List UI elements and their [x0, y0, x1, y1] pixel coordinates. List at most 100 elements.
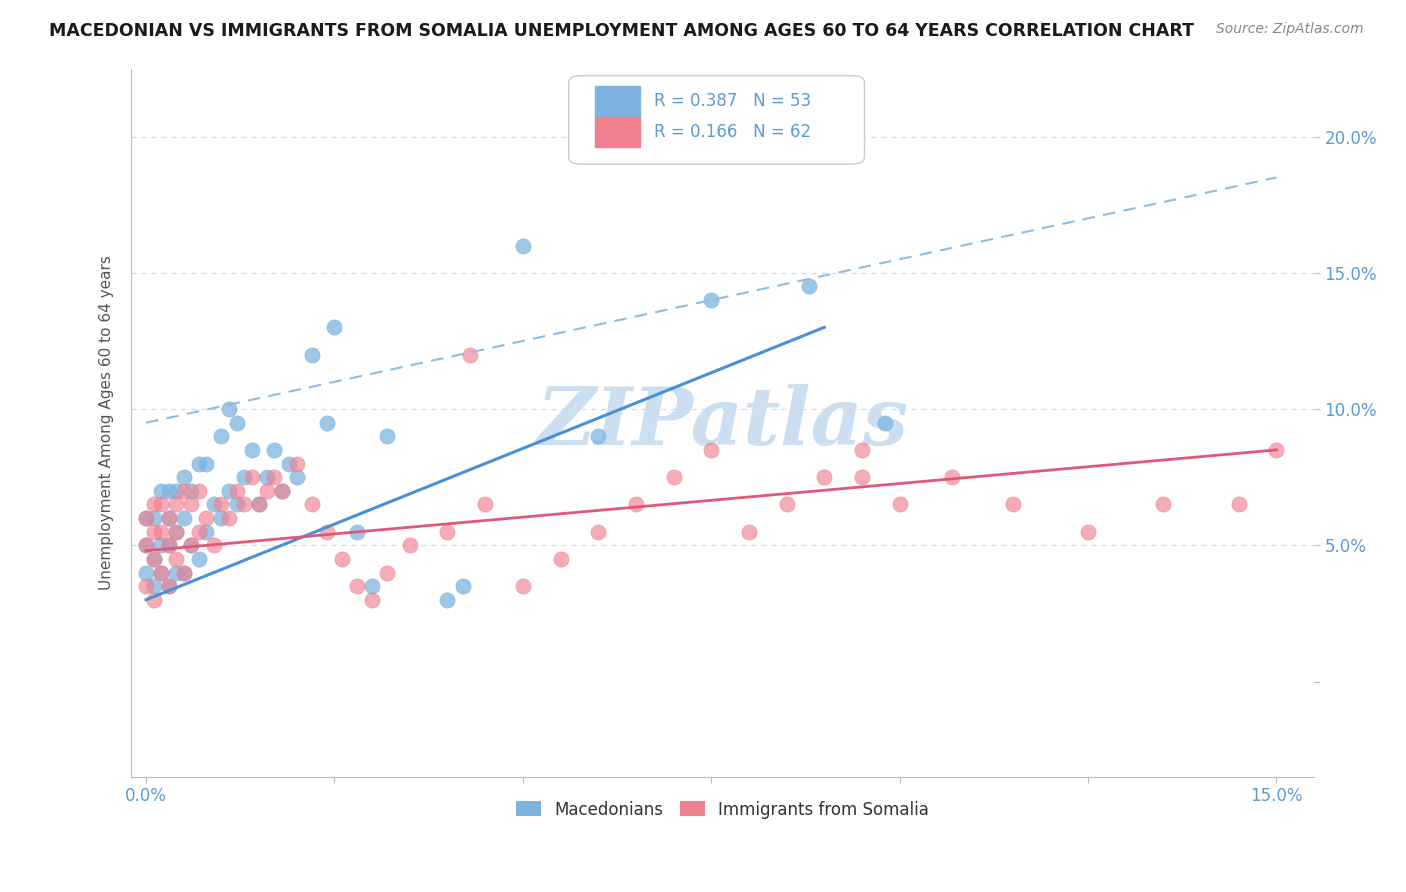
Point — [247, 497, 270, 511]
Point — [180, 538, 202, 552]
Point — [225, 416, 247, 430]
Point — [278, 457, 301, 471]
Text: ZIPatlas: ZIPatlas — [537, 384, 908, 461]
Point — [346, 524, 368, 539]
Point — [240, 470, 263, 484]
Point — [135, 538, 157, 552]
Point — [375, 566, 398, 580]
Point — [330, 552, 353, 566]
Bar — [595, 118, 640, 147]
Point — [323, 320, 346, 334]
Point — [150, 497, 173, 511]
Point — [256, 483, 278, 498]
Point — [211, 429, 233, 443]
Point — [142, 511, 165, 525]
Point — [458, 348, 481, 362]
Point — [180, 497, 202, 511]
Point — [301, 497, 323, 511]
Point — [142, 497, 165, 511]
Point — [142, 552, 165, 566]
Point — [187, 552, 209, 566]
Point — [150, 483, 173, 498]
Point — [195, 524, 218, 539]
Point — [135, 538, 157, 552]
Point — [202, 497, 225, 511]
Bar — [595, 87, 640, 116]
Point — [624, 497, 647, 511]
Point — [157, 483, 180, 498]
Point — [135, 511, 157, 525]
Legend: Macedonians, Immigrants from Somalia: Macedonians, Immigrants from Somalia — [509, 794, 936, 825]
Point — [157, 511, 180, 525]
Point — [218, 511, 240, 525]
FancyBboxPatch shape — [569, 76, 865, 164]
Point — [662, 470, 685, 484]
Point — [157, 538, 180, 552]
Point — [180, 538, 202, 552]
Point — [361, 579, 384, 593]
Point — [775, 497, 797, 511]
Point — [150, 538, 173, 552]
Point — [142, 579, 165, 593]
Point — [135, 579, 157, 593]
Point — [316, 416, 339, 430]
Point — [150, 566, 173, 580]
Point — [173, 483, 195, 498]
Point — [157, 538, 180, 552]
Point — [586, 524, 609, 539]
Point — [263, 442, 285, 457]
Point — [187, 457, 209, 471]
Point — [135, 511, 157, 525]
Point — [233, 497, 256, 511]
Point — [1227, 497, 1250, 511]
Point — [142, 592, 165, 607]
Point — [135, 566, 157, 580]
Point — [150, 566, 173, 580]
Point — [150, 524, 173, 539]
Point — [738, 524, 761, 539]
Point — [316, 524, 339, 539]
Point — [247, 497, 270, 511]
Point — [173, 511, 195, 525]
Point — [851, 442, 873, 457]
Point — [550, 552, 572, 566]
Point — [173, 470, 195, 484]
Point — [256, 470, 278, 484]
Point — [1265, 442, 1288, 457]
Point — [799, 279, 821, 293]
Point — [436, 592, 458, 607]
Point — [240, 442, 263, 457]
Point — [889, 497, 911, 511]
Point — [195, 511, 218, 525]
Point — [270, 483, 292, 498]
Y-axis label: Unemployment Among Ages 60 to 64 years: Unemployment Among Ages 60 to 64 years — [100, 255, 114, 591]
Point — [346, 579, 368, 593]
Point — [165, 483, 187, 498]
Point — [173, 566, 195, 580]
Point — [157, 511, 180, 525]
Point — [165, 497, 187, 511]
Point — [225, 497, 247, 511]
Point — [142, 552, 165, 566]
Point — [218, 483, 240, 498]
Point — [157, 579, 180, 593]
Point — [270, 483, 292, 498]
Point — [700, 442, 723, 457]
Point — [225, 483, 247, 498]
Point — [285, 470, 308, 484]
Point — [202, 538, 225, 552]
Point — [233, 470, 256, 484]
Point — [1001, 497, 1024, 511]
Point — [165, 524, 187, 539]
Point — [285, 457, 308, 471]
Point — [187, 524, 209, 539]
Point — [142, 524, 165, 539]
Point — [436, 524, 458, 539]
Point — [211, 497, 233, 511]
Point — [851, 470, 873, 484]
Point — [263, 470, 285, 484]
Point — [173, 566, 195, 580]
Text: Source: ZipAtlas.com: Source: ZipAtlas.com — [1216, 22, 1364, 37]
Point — [512, 238, 534, 252]
Point — [700, 293, 723, 307]
